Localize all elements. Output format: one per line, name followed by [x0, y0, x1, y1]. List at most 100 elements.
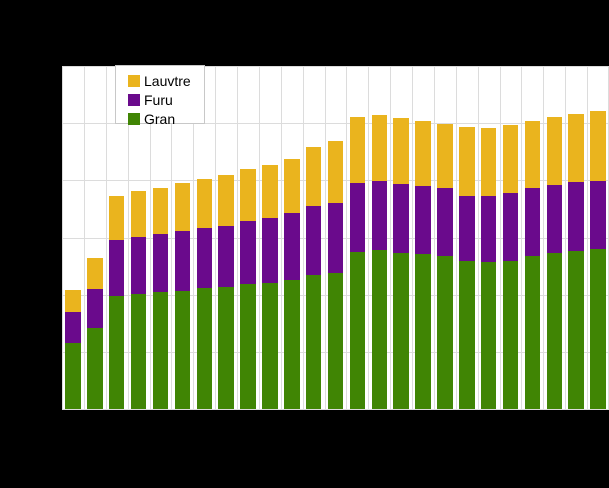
- stacked-bar: [65, 289, 81, 409]
- bar-segment-lauvtre: [305, 146, 322, 206]
- v-gridline: [237, 66, 238, 409]
- bar-segment-furu: [437, 188, 453, 256]
- bar-segment-furu: [65, 312, 81, 343]
- bar-segment-lauvtre: [415, 120, 431, 187]
- bar-segment-gran: [546, 252, 562, 409]
- bar-segment-lauvtre: [480, 127, 497, 196]
- v-gridline: [128, 66, 129, 409]
- stacked-bar: [415, 120, 431, 409]
- bar-segment-lauvtre: [459, 127, 475, 197]
- bar-segment-gran: [218, 287, 234, 409]
- v-gridline: [456, 66, 457, 409]
- v-gridline: [587, 66, 588, 409]
- v-gridline: [521, 66, 522, 409]
- bar-segment-lauvtre: [174, 183, 191, 232]
- bar-segment-lauvtre: [218, 174, 234, 226]
- stacked-bar: [262, 164, 278, 409]
- v-gridline: [281, 66, 282, 409]
- stacked-bar: [393, 118, 409, 409]
- stacked-bar: [130, 191, 147, 409]
- stacked-bar: [480, 127, 497, 409]
- bar-segment-gran: [524, 255, 541, 409]
- bar-segment-furu: [152, 234, 169, 292]
- bar-segment-gran: [459, 260, 475, 409]
- bar-segment-lauvtre: [546, 116, 562, 186]
- bar-segment-lauvtre: [502, 124, 519, 194]
- v-gridline: [346, 66, 347, 409]
- plot-area: [62, 66, 609, 410]
- h-gridline: [62, 409, 609, 410]
- stacked-bar: [284, 158, 300, 409]
- v-gridline: [368, 66, 369, 409]
- bar-segment-lauvtre: [349, 117, 366, 183]
- v-gridline: [325, 66, 326, 409]
- stacked-bar: [174, 183, 191, 409]
- bar-segment-lauvtre: [524, 120, 541, 189]
- v-gridline: [390, 66, 391, 409]
- stacked-bar: [546, 116, 562, 409]
- stacked-bar: [568, 114, 584, 409]
- lauvtre-swatch-icon: [128, 74, 140, 87]
- stacked-bar: [371, 115, 387, 409]
- legend-label-lauvtre: Lauvtre: [144, 72, 191, 89]
- bar-segment-gran: [152, 291, 169, 409]
- bar-segment-furu: [349, 182, 366, 252]
- bar-segment-furu: [546, 185, 562, 253]
- bar-segment-gran: [87, 327, 103, 409]
- v-gridline: [62, 66, 63, 409]
- bar-segment-gran: [327, 272, 344, 409]
- stacked-bar: [327, 140, 344, 409]
- bar-segment-gran: [371, 250, 387, 409]
- bar-segment-gran: [480, 261, 497, 409]
- stacked-bar: [152, 187, 169, 409]
- v-gridline: [171, 66, 172, 409]
- bar-segment-lauvtre: [152, 187, 169, 235]
- v-gridline: [259, 66, 260, 409]
- bar-segment-lauvtre: [590, 110, 606, 181]
- stacked-bar: [437, 123, 453, 409]
- stacked-bar: [108, 195, 125, 409]
- stacked-bar: [240, 168, 256, 409]
- bar-segment-gran: [305, 275, 322, 409]
- bar-segment-lauvtre: [393, 118, 409, 184]
- bar-segment-furu: [262, 218, 278, 284]
- legend-label-gran: Gran: [144, 110, 176, 127]
- stacked-bar: [524, 120, 541, 409]
- bar-segment-gran: [393, 252, 409, 409]
- bar-segment-furu: [459, 196, 475, 261]
- bar-segment-furu: [174, 231, 191, 291]
- h-gridline: [62, 123, 609, 124]
- bar-segment-lauvtre: [371, 115, 387, 181]
- legend-label-furu: Furu: [144, 91, 173, 108]
- bar-segment-gran: [590, 248, 606, 409]
- stacked-bar: [502, 124, 519, 409]
- bar-segment-furu: [415, 186, 431, 255]
- bar-segment-furu: [87, 288, 103, 328]
- bar-segment-gran: [502, 260, 519, 409]
- stacked-bar: [218, 174, 234, 409]
- v-gridline: [434, 66, 435, 409]
- bar-segment-lauvtre: [108, 195, 125, 240]
- stacked-bar: [590, 110, 606, 409]
- legend: Lauvtre Furu Gran: [115, 65, 205, 126]
- stacked-bar: [87, 258, 103, 409]
- legend-item-furu: Furu: [128, 90, 204, 109]
- stacked-bar: [305, 146, 322, 409]
- bar-segment-furu: [130, 236, 147, 295]
- furu-swatch-icon: [128, 93, 140, 106]
- bar-segment-lauvtre: [262, 164, 278, 219]
- bar-segment-lauvtre: [284, 158, 300, 213]
- bar-segment-gran: [284, 279, 300, 409]
- bar-segment-furu: [327, 203, 344, 273]
- gran-swatch-icon: [128, 112, 140, 125]
- bar-segment-gran: [568, 250, 584, 409]
- bar-segment-gran: [174, 290, 191, 409]
- v-gridline: [303, 66, 304, 409]
- bar-segment-gran: [262, 283, 278, 409]
- bar-segment-lauvtre: [87, 258, 103, 289]
- legend-item-gran: Gran: [128, 109, 204, 128]
- bar-segment-lauvtre: [130, 191, 147, 237]
- bar-segment-furu: [590, 180, 606, 249]
- bar-segment-furu: [218, 225, 234, 288]
